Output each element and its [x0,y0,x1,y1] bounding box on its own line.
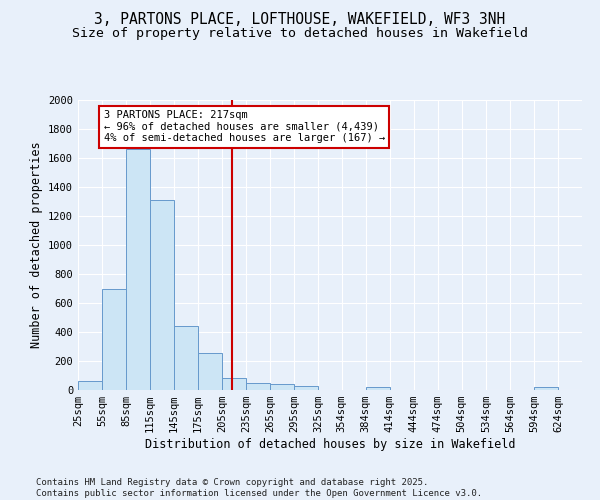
Bar [126,150,150,390]
Bar [271,384,295,390]
Text: 3, PARTONS PLACE, LOFTHOUSE, WAKEFIELD, WF3 3NH: 3, PARTONS PLACE, LOFTHOUSE, WAKEFIELD, … [94,12,506,28]
Bar [365,387,389,390]
Bar [174,326,198,390]
Bar [150,200,174,390]
Y-axis label: Number of detached properties: Number of detached properties [29,142,43,348]
Bar [534,387,558,390]
Text: Contains HM Land Registry data © Crown copyright and database right 2025.
Contai: Contains HM Land Registry data © Crown c… [36,478,482,498]
Bar [246,383,271,390]
Text: 3 PARTONS PLACE: 217sqm
← 96% of detached houses are smaller (4,439)
4% of semi-: 3 PARTONS PLACE: 217sqm ← 96% of detache… [104,110,385,144]
Bar [102,288,126,390]
Bar [222,378,246,390]
X-axis label: Distribution of detached houses by size in Wakefield: Distribution of detached houses by size … [145,438,515,451]
Text: Size of property relative to detached houses in Wakefield: Size of property relative to detached ho… [72,28,528,40]
Bar [198,353,222,390]
Bar [295,386,319,390]
Bar [78,382,102,390]
